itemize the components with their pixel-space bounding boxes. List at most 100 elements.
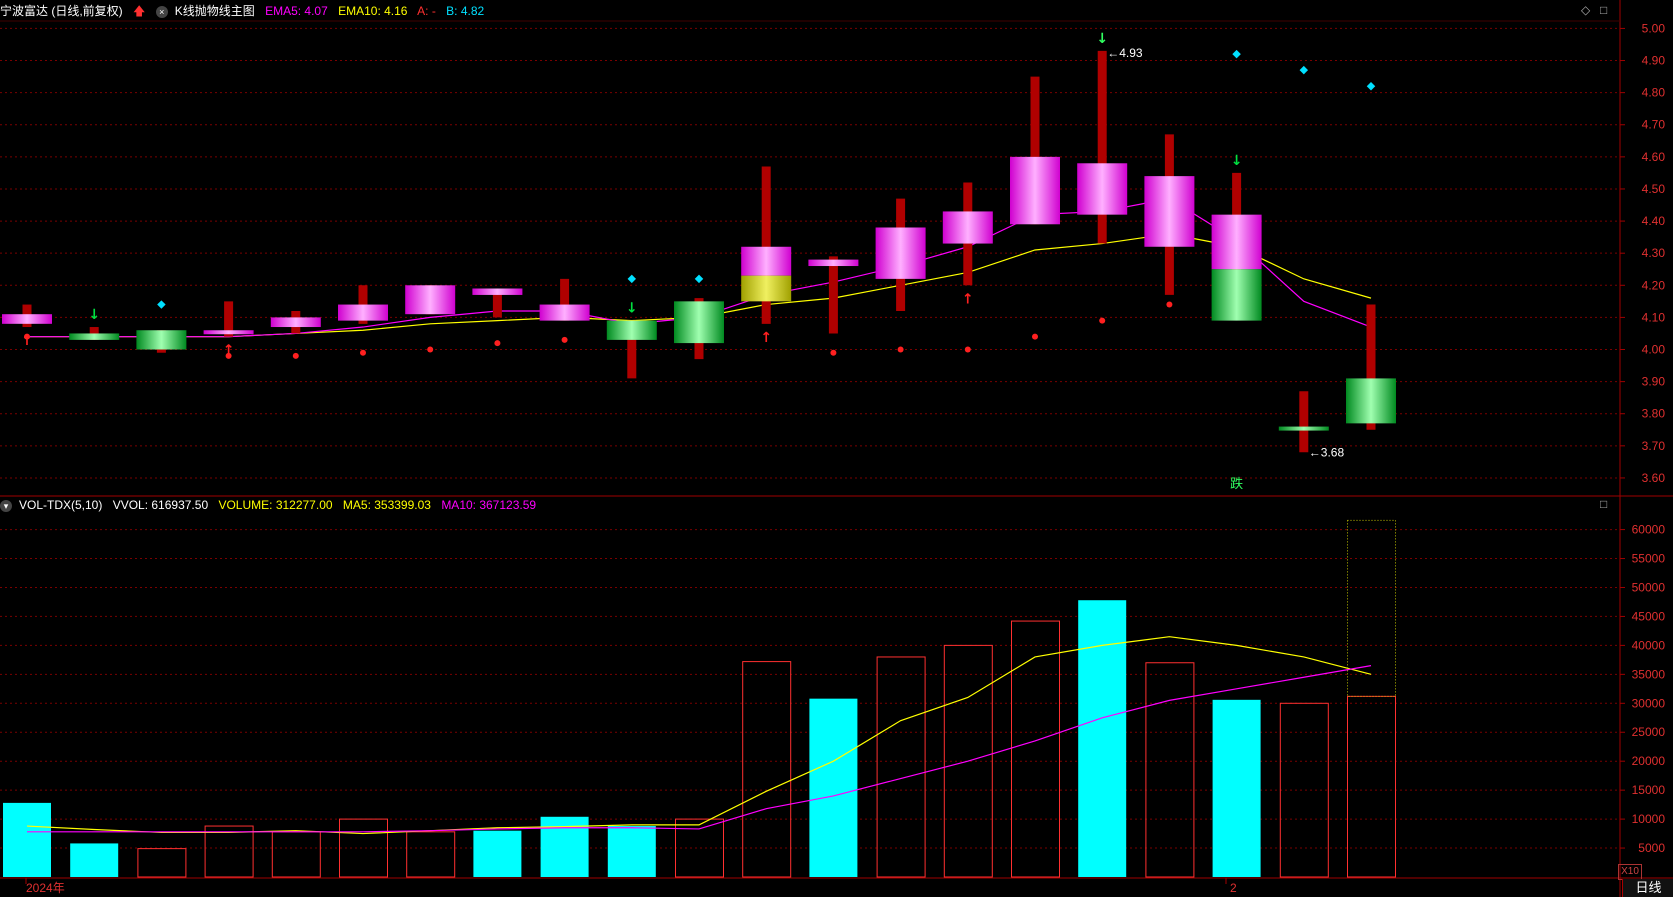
signal-arrow: ↓ — [88, 307, 100, 323]
a-label: A: - — [417, 4, 436, 18]
price-header: 宁波富达 (日线,前复权) 🡅 × K线抛物线主图 EMA5: 4.07 EMA1… — [0, 2, 491, 20]
volume-tick-label: 25000 — [1632, 725, 1666, 739]
volume-tick-label: 55000 — [1632, 552, 1666, 566]
volume-tick-label: 45000 — [1632, 609, 1666, 623]
price-tick-label: 4.90 — [1642, 54, 1666, 68]
sar-dot — [830, 349, 837, 356]
candle-body — [472, 288, 523, 295]
sar-dot — [1099, 317, 1106, 324]
volume-tick-label: 50000 — [1632, 580, 1666, 594]
volume-indicator-name[interactable]: VOL-TDX(5,10) — [19, 498, 103, 512]
candle-body — [405, 285, 456, 315]
month-label: 2 — [1230, 881, 1237, 895]
candle-body — [1346, 378, 1396, 424]
sar-dot — [627, 274, 637, 284]
sar-dot — [964, 346, 971, 353]
price-tick-label: 4.10 — [1642, 310, 1666, 324]
volume-tick-label: 15000 — [1632, 783, 1666, 797]
volume-bar — [70, 843, 119, 877]
sar-dot — [1032, 333, 1038, 340]
price-tick-label: 3.90 — [1642, 375, 1666, 389]
candle-body — [674, 301, 724, 344]
candle-body — [808, 259, 859, 267]
signal-arrow: ↑ — [760, 330, 772, 346]
volume-bar — [1078, 600, 1127, 877]
volume-bar — [406, 831, 456, 878]
period-label[interactable]: 日线 — [1622, 879, 1673, 897]
stock-title[interactable]: 宁波富达 (日线,前复权) — [0, 4, 123, 18]
signal-text: 跌 — [1230, 476, 1243, 492]
signal-arrow: ↓ — [1096, 31, 1108, 47]
year-label: 2024年 — [26, 881, 65, 895]
candle-body — [136, 330, 187, 350]
volume-tick-label: 10000 — [1632, 812, 1666, 826]
extreme-price-label: ←4.93 — [1107, 46, 1143, 60]
volume-bar — [473, 830, 522, 877]
up-arrow-icon: 🡅 — [133, 4, 146, 18]
projected-volume-bar — [1347, 519, 1396, 697]
signal-arrow: ↓ — [626, 301, 638, 317]
candle-body — [875, 227, 926, 279]
collapse-icon[interactable]: ▾ — [0, 499, 12, 512]
sar-dot — [157, 300, 166, 309]
price-tick-label: 4.50 — [1642, 182, 1666, 196]
volume-tick-label: 60000 — [1632, 523, 1666, 537]
volume-bar — [137, 848, 187, 878]
sar-dot — [897, 346, 904, 353]
vvol-label: VVOL: 616937.50 — [112, 498, 209, 512]
ema5-label: EMA5: 4.07 — [265, 4, 328, 18]
sar-dot — [694, 274, 704, 284]
volume-bar — [876, 656, 926, 878]
ema10-label: EMA10: 4.16 — [338, 4, 408, 18]
sar-dot — [427, 346, 434, 353]
signal-arrow: ↑ — [223, 343, 235, 359]
candle-body — [1211, 214, 1262, 270]
sar-dot — [225, 352, 232, 359]
volume-tick-label: 40000 — [1632, 638, 1666, 652]
ma10-volume-label: MA10: 367123.59 — [441, 498, 537, 512]
price-tick-label: 4.70 — [1642, 118, 1666, 132]
volume-tick-label: 30000 — [1632, 696, 1666, 710]
volume-bar — [3, 802, 51, 877]
indicator-name[interactable]: × K线抛物线主图 — [155, 4, 255, 18]
signal-arrow: ↑ — [962, 291, 974, 307]
price-tick-label: 3.60 — [1642, 471, 1666, 485]
extreme-price-label: ←3.68 — [1309, 445, 1345, 459]
sar-dot — [561, 336, 568, 343]
zoom-box[interactable]: X10 — [1618, 864, 1642, 880]
volume-bar — [1145, 662, 1195, 878]
volume-bar — [742, 661, 792, 878]
price-tick-label: 4.00 — [1642, 343, 1666, 357]
volume-bar — [809, 698, 858, 877]
price-tick-label: 4.20 — [1642, 278, 1666, 292]
candle-body — [338, 304, 388, 321]
price-tick-label: 4.30 — [1642, 246, 1666, 260]
sar-dot — [1166, 301, 1173, 308]
sar-dot — [1232, 49, 1241, 59]
signal-arrow: ↑ — [21, 333, 33, 349]
price-tick-label: 5.00 — [1642, 21, 1666, 35]
sar-dot — [494, 340, 501, 347]
sar-dot — [1366, 81, 1376, 91]
signal-arrow: ↓ — [1231, 153, 1243, 169]
maximize-icon[interactable]: □ — [1600, 3, 1608, 17]
b-label: B: 4.82 — [446, 4, 485, 18]
volume-bar — [675, 818, 724, 878]
volume-tick-label: 20000 — [1632, 754, 1666, 768]
volume-header: ▾ VOL-TDX(5,10) VVOL: 616937.50 VOLUME: 3… — [0, 496, 543, 514]
candle-body — [741, 275, 792, 302]
candle-body — [1278, 426, 1329, 431]
volume-ma5-line — [26, 636, 1372, 835]
candle-body — [1211, 269, 1262, 321]
volume-maximize-icon[interactable]: □ — [1600, 497, 1608, 511]
candle-body — [2, 314, 52, 324]
candle-body — [606, 320, 657, 340]
volume-bar — [607, 826, 656, 877]
volume-tick-label: 35000 — [1632, 667, 1666, 681]
volume-bar — [1347, 695, 1396, 878]
diamond-icon[interactable]: ◇ — [1581, 3, 1591, 17]
candle-body — [1144, 176, 1195, 247]
sar-dot — [24, 333, 30, 340]
candle-body — [270, 317, 321, 328]
candle-body — [942, 211, 993, 244]
